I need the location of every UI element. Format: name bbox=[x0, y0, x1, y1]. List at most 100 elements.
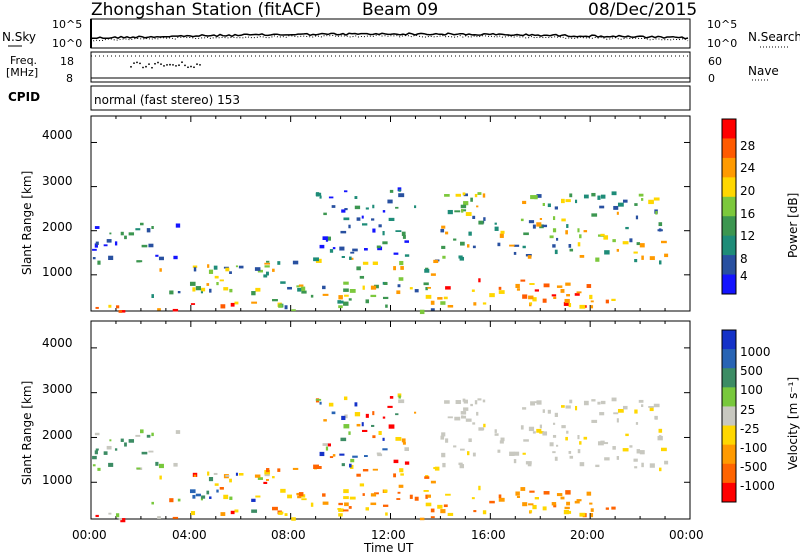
velocity-cell bbox=[173, 462, 178, 467]
velocity-cell bbox=[600, 400, 606, 405]
velocity-cell bbox=[568, 450, 572, 454]
power-cell bbox=[542, 298, 547, 303]
velocity-cell bbox=[568, 510, 572, 514]
power-cell bbox=[364, 248, 368, 251]
velocity-cell bbox=[419, 517, 425, 521]
velocity-cell bbox=[461, 415, 467, 419]
velocity-cell bbox=[649, 407, 654, 412]
power-cell bbox=[552, 244, 556, 248]
velocity-colorbar-segment bbox=[722, 482, 736, 503]
velocity-cell bbox=[350, 464, 354, 469]
freq-dot bbox=[145, 65, 147, 68]
velocity-cell bbox=[341, 415, 346, 421]
noise-tick-low-left: 10^0 bbox=[52, 37, 83, 50]
velocity-cell bbox=[660, 447, 667, 452]
velocity-cell bbox=[278, 512, 283, 515]
power-cell bbox=[354, 196, 358, 200]
power-cell bbox=[529, 302, 533, 305]
power-cb-tick: 16 bbox=[740, 207, 756, 221]
velocity-cell bbox=[216, 489, 219, 493]
velocity-cell bbox=[114, 448, 118, 451]
velocity-cell bbox=[472, 422, 476, 425]
power-colorbar-segment bbox=[722, 177, 736, 198]
velocity-cell bbox=[257, 477, 263, 480]
power-cell bbox=[441, 245, 446, 249]
power-cell bbox=[660, 240, 667, 244]
power-cell bbox=[509, 244, 515, 247]
power-cell bbox=[532, 224, 536, 229]
velocity-cell bbox=[516, 495, 521, 498]
velocity-cell bbox=[397, 491, 401, 494]
power-cell bbox=[140, 222, 144, 226]
power-cell bbox=[639, 243, 645, 248]
power-cell bbox=[478, 278, 481, 283]
power-cell bbox=[463, 193, 468, 197]
power-cell bbox=[207, 264, 210, 268]
velocity-cell bbox=[536, 400, 542, 405]
velocity-cell bbox=[398, 395, 401, 399]
velocity-cell bbox=[461, 415, 464, 418]
velocity-cell bbox=[201, 495, 206, 499]
power-cell bbox=[319, 195, 322, 199]
power-cell bbox=[331, 205, 336, 208]
power-cell bbox=[397, 187, 402, 192]
velocity-cell bbox=[423, 489, 429, 492]
freq-tick-high: 18 bbox=[60, 55, 74, 68]
velocity-cell bbox=[206, 490, 210, 495]
power-cell bbox=[641, 255, 644, 260]
velocity-cell bbox=[264, 470, 271, 475]
velocity-cell bbox=[251, 509, 258, 513]
power-cell bbox=[455, 193, 462, 197]
power-cell bbox=[254, 267, 261, 271]
power-cell bbox=[445, 286, 451, 290]
velocity-cell bbox=[552, 434, 557, 438]
velocity-cell bbox=[591, 399, 596, 402]
velocity-cell bbox=[552, 422, 556, 425]
freq-tick-low: 8 bbox=[66, 72, 73, 85]
freq-panel-frame bbox=[90, 51, 691, 83]
power-colorbar-segment bbox=[722, 138, 736, 159]
velocity-cell bbox=[633, 458, 638, 462]
velocity-cell bbox=[169, 498, 174, 503]
power-cell bbox=[103, 244, 108, 247]
power-cell bbox=[600, 194, 606, 199]
power-cell bbox=[327, 236, 332, 241]
power-cell bbox=[471, 289, 475, 292]
velocity-cell bbox=[172, 516, 179, 519]
freq-dot bbox=[148, 63, 150, 66]
velocity-cell bbox=[579, 512, 586, 517]
velocity-cell bbox=[151, 501, 154, 505]
power-cell bbox=[520, 218, 524, 222]
velocity-cell bbox=[280, 488, 286, 493]
power-cell bbox=[385, 304, 388, 308]
power-cell bbox=[564, 298, 570, 304]
power-cell bbox=[292, 260, 299, 265]
velocity-cell bbox=[378, 430, 382, 435]
power-cell bbox=[229, 288, 233, 293]
power-cell bbox=[361, 223, 368, 226]
power-cell bbox=[556, 285, 563, 288]
power-cell bbox=[482, 302, 487, 305]
power-cell bbox=[542, 224, 548, 228]
velocity-cell bbox=[482, 399, 486, 403]
velocity-cell bbox=[653, 403, 660, 408]
velocity-cell bbox=[634, 466, 638, 469]
velocity-cell bbox=[141, 451, 148, 455]
power-cell bbox=[255, 287, 261, 292]
velocity-cell bbox=[444, 400, 450, 404]
velocity-cell bbox=[339, 453, 345, 456]
velocity-cell bbox=[387, 405, 393, 408]
power-cell bbox=[313, 257, 319, 262]
power-cell bbox=[565, 199, 571, 203]
power-cell bbox=[387, 199, 393, 204]
velocity-cell bbox=[193, 474, 197, 477]
power-cell bbox=[338, 305, 343, 309]
freq-unit-label: [MHz] bbox=[6, 66, 39, 79]
power-cell bbox=[500, 230, 505, 234]
velocity-cell bbox=[322, 443, 329, 446]
power-cell bbox=[277, 261, 281, 265]
velocity-cell bbox=[498, 497, 505, 502]
power-cell bbox=[536, 222, 542, 227]
velocity-cell bbox=[398, 484, 404, 488]
velocity-colorbar-segment bbox=[722, 330, 736, 350]
